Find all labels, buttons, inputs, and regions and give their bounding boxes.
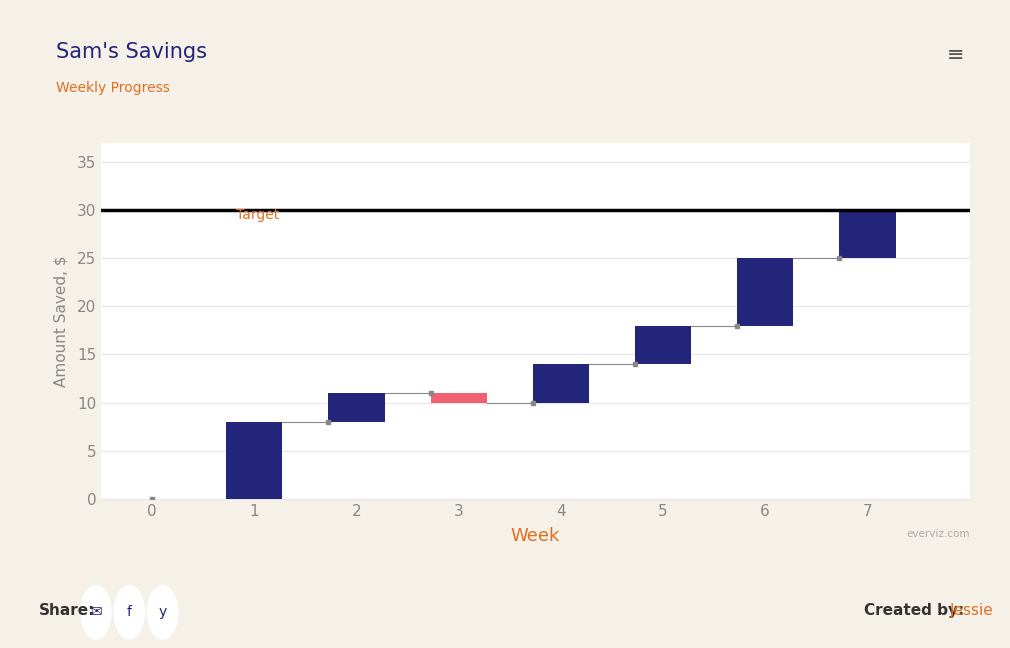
Text: everviz.com: everviz.com bbox=[906, 529, 970, 539]
Bar bbox=[737, 258, 793, 325]
Text: Jessie: Jessie bbox=[949, 603, 993, 618]
Text: Created by:: Created by: bbox=[864, 603, 964, 618]
Ellipse shape bbox=[147, 586, 178, 639]
X-axis label: Week: Week bbox=[511, 527, 560, 545]
Text: Sam's Savings: Sam's Savings bbox=[56, 42, 207, 62]
Text: Target: Target bbox=[236, 207, 280, 222]
Text: ≡: ≡ bbox=[947, 45, 965, 65]
Text: ✉: ✉ bbox=[90, 605, 102, 619]
Y-axis label: Amount Saved, $: Amount Saved, $ bbox=[54, 255, 69, 387]
Ellipse shape bbox=[81, 586, 111, 639]
Text: f: f bbox=[127, 605, 131, 619]
Bar bbox=[226, 422, 283, 499]
Ellipse shape bbox=[114, 586, 144, 639]
Bar bbox=[635, 325, 691, 364]
Text: Weekly Progress: Weekly Progress bbox=[56, 81, 170, 95]
Text: Share:: Share: bbox=[38, 603, 95, 618]
Bar bbox=[532, 364, 589, 402]
Bar bbox=[328, 393, 385, 422]
Bar bbox=[839, 210, 896, 258]
Bar bbox=[430, 393, 487, 402]
Text: y: y bbox=[159, 605, 167, 619]
